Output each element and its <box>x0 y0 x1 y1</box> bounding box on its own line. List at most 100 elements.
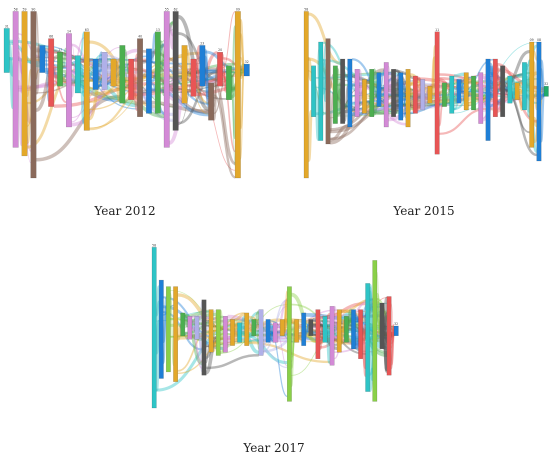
node-bar <box>536 41 542 162</box>
node-bar <box>315 309 321 359</box>
flow-link <box>132 73 139 112</box>
flow-link <box>195 59 201 87</box>
flow-link <box>365 101 372 117</box>
node-label: 59 <box>22 7 26 11</box>
node-bar <box>412 75 418 114</box>
flow-link <box>525 84 532 118</box>
flow-link <box>255 323 274 336</box>
node-bar <box>272 322 278 343</box>
flow-link <box>88 77 104 121</box>
flow-link <box>204 338 218 375</box>
node-bar <box>243 63 250 77</box>
flow-link <box>355 313 360 324</box>
flow-link <box>282 299 289 331</box>
flow-link <box>241 330 260 355</box>
flow-link <box>388 83 392 87</box>
flow-link <box>169 94 174 101</box>
node-bar <box>354 68 360 117</box>
flow-link <box>220 332 295 337</box>
node-bar <box>101 52 108 90</box>
flow-link <box>347 313 353 325</box>
flow-link <box>517 88 524 112</box>
flow-link <box>368 367 375 393</box>
node-bar <box>441 82 447 107</box>
node-bar <box>336 309 342 353</box>
node-bar <box>258 309 264 356</box>
flow-link <box>336 88 342 101</box>
flow-link <box>276 335 288 367</box>
flow-link <box>382 330 389 372</box>
node-bar <box>521 62 527 111</box>
flow-link <box>283 297 289 333</box>
node-label: 58 <box>152 243 156 247</box>
flow-link <box>382 315 389 373</box>
flow-link <box>409 73 428 91</box>
flow-link <box>155 300 161 317</box>
flow-link <box>390 327 395 362</box>
node-bar <box>393 325 399 337</box>
flow-link <box>390 331 395 370</box>
flow-link <box>375 292 382 334</box>
flow-link <box>162 305 168 364</box>
flow-link <box>348 318 352 325</box>
node-bar <box>514 82 520 101</box>
flow-link <box>44 47 49 102</box>
flow-link <box>234 322 238 330</box>
flow-link <box>270 338 274 342</box>
flow-link <box>368 290 374 313</box>
flow-link <box>298 331 303 341</box>
node-label: 13 <box>156 28 160 32</box>
flow-link <box>391 331 395 336</box>
flow-link <box>372 68 379 98</box>
node-bar <box>265 319 271 343</box>
flow-link <box>388 81 392 104</box>
flow-link <box>329 73 334 89</box>
flow-link <box>391 303 395 335</box>
flow-link <box>314 88 321 142</box>
flow-link <box>213 79 227 115</box>
node-bar <box>347 58 353 128</box>
node-bar <box>322 315 328 343</box>
flow-link <box>532 61 538 111</box>
flow-link <box>519 84 537 99</box>
flow-link <box>255 320 260 350</box>
flow-link <box>212 315 217 340</box>
flow-link <box>410 80 414 87</box>
flow-link <box>270 330 288 334</box>
flow-link <box>213 94 236 179</box>
flow-link <box>212 339 218 352</box>
node-bar <box>154 31 161 114</box>
node-bar <box>3 28 10 73</box>
flow-link <box>438 104 444 127</box>
flow-link <box>98 77 103 89</box>
node-bar <box>151 247 157 409</box>
flow-link <box>333 305 339 334</box>
node-bar <box>74 55 81 94</box>
flow-link <box>468 101 472 107</box>
flow-link <box>489 65 494 77</box>
flow-link <box>154 319 161 355</box>
flow-link <box>489 79 494 86</box>
flow-link <box>70 63 77 98</box>
flow-link <box>213 66 218 108</box>
flow-link <box>368 283 375 381</box>
node-bar <box>325 38 331 145</box>
flow-link <box>98 82 103 88</box>
flow-link <box>353 331 361 350</box>
node-layer: 58 11 09 08 32 <box>303 7 549 179</box>
flow-link <box>394 79 401 114</box>
panel-year-2015: 58 11 09 08 32 <box>300 2 550 180</box>
flow-link <box>382 312 389 351</box>
flow-link <box>61 47 68 69</box>
flow-link <box>361 338 368 370</box>
flow-link <box>376 271 381 332</box>
flow-link <box>239 18 246 71</box>
node-bar <box>21 11 28 157</box>
flow-link <box>241 322 246 331</box>
flow-link <box>222 57 245 69</box>
flow-link <box>240 56 245 73</box>
flow-link <box>482 74 487 95</box>
flow-link <box>71 37 85 74</box>
flow-link <box>178 57 200 125</box>
node-label: 32 <box>544 82 548 86</box>
